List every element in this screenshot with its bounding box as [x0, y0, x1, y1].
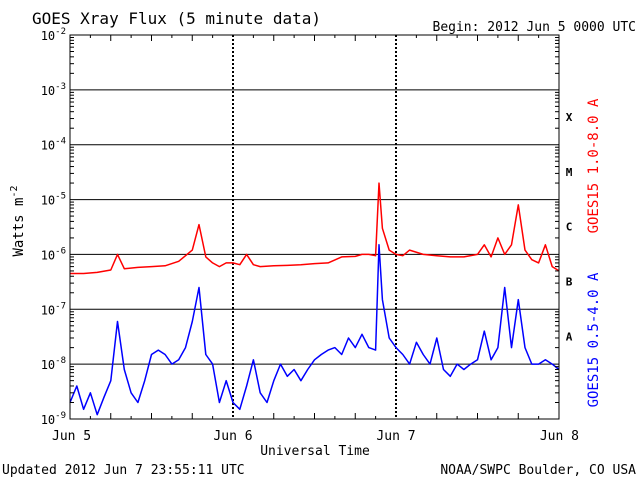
- begin-label: Begin: 2012 Jun 5 0000 UTC: [433, 20, 637, 35]
- y-tick-label: 10-8: [41, 356, 66, 372]
- x-tick-label: Jun 7: [376, 429, 415, 444]
- series-line-0: [70, 182, 560, 275]
- flare-class-label: M: [566, 166, 573, 179]
- legend-series-short: GOES15 0.5-4.0 A: [586, 272, 602, 407]
- footer-credit: NOAA/SWPC Boulder, CO USA: [440, 463, 636, 478]
- plot-frame: [69, 34, 560, 420]
- flare-class-label: X: [566, 111, 573, 124]
- y-tick-label: 10-7: [41, 301, 66, 317]
- grid-layer: [70, 35, 559, 419]
- x-tick-label: Jun 8: [540, 429, 579, 444]
- footer-updated: Updated 2012 Jun 7 23:55:11 UTC: [2, 463, 245, 478]
- legend-series-long: GOES15 1.0-8.0 A: [586, 98, 602, 233]
- x-tick-label: Jun 6: [213, 429, 252, 444]
- frame-layer: 10-2 10-3 10-4 10-5 10-6 10-7 10-8 10-9 Jun 5 Jun…: [41, 27, 579, 444]
- flare-class-label: A: [566, 330, 573, 343]
- y-tick-label: 10-6: [41, 246, 66, 262]
- chart-title: GOES Xray Flux (5 minute data): [32, 9, 321, 28]
- flare-class-label: B: [566, 276, 573, 289]
- x-axis-label: Universal Time: [260, 444, 370, 459]
- y-axis-label: Watts m-2: [9, 185, 27, 256]
- y-tick-label: 10-3: [41, 82, 66, 98]
- y-tick-label: 10-5: [41, 192, 66, 208]
- series-line-1: [69, 244, 560, 416]
- y-tick-label: 10-2: [41, 27, 66, 43]
- series-layer: [69, 182, 560, 416]
- flare-class-label: C: [566, 221, 573, 234]
- y-tick-label: 10-9: [41, 411, 66, 427]
- x-tick-label: Jun 5: [52, 429, 91, 444]
- y-tick-label: 10-4: [41, 137, 66, 153]
